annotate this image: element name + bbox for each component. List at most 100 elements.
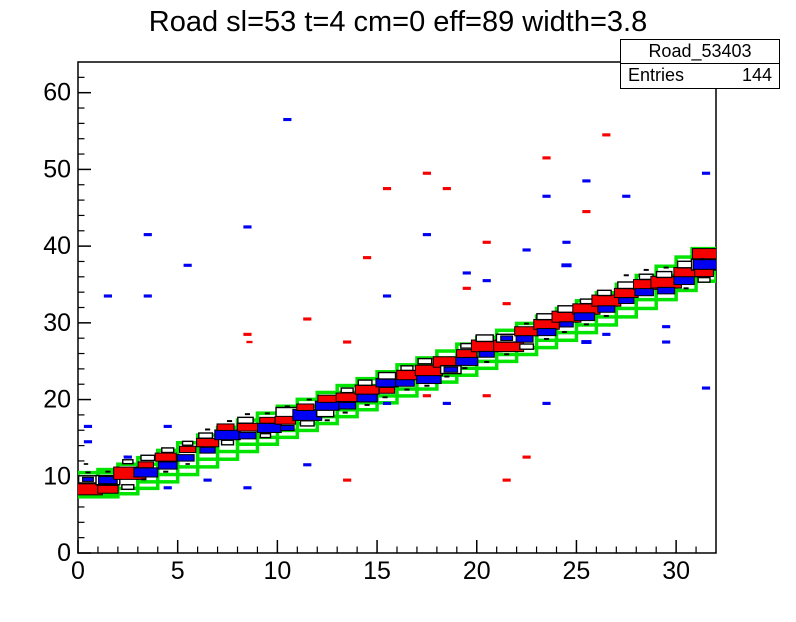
y-tick-label: 10 (43, 462, 71, 490)
plot-area (78, 117, 716, 499)
hit-box-red (178, 445, 197, 454)
hit-box-blue (692, 259, 716, 270)
hit-box-blue (500, 335, 514, 341)
outlier-dash-blue (123, 455, 132, 459)
outlier-dash-red (363, 256, 372, 260)
outlier-dash-blue (582, 179, 591, 183)
outlier-dash-blue (622, 194, 631, 198)
hit-dash-black (561, 331, 568, 334)
hit-box-red (317, 394, 338, 403)
outlier-dash-blue (422, 233, 431, 237)
hit-dash-black (424, 384, 430, 387)
hit-box-hollow (596, 289, 612, 297)
y-tick-label: 0 (57, 539, 71, 567)
hit-box-blue (443, 366, 459, 373)
outlier-dash-red (482, 240, 491, 244)
hit-box-blue (356, 393, 378, 403)
chart-title: Road sl=53 t=4 cm=0 eff=89 width=3.8 (148, 6, 648, 38)
hit-dash-black (583, 323, 589, 326)
hit-box-red (154, 452, 177, 462)
outlier-dash-red (502, 302, 511, 306)
outlier-dash-blue (243, 486, 252, 490)
outlier-dash-blue (83, 440, 93, 444)
hit-box-blue (573, 312, 596, 322)
outlier-dash-red (422, 171, 431, 175)
hit-box-hollow (697, 276, 711, 283)
hit-box-blue (515, 335, 534, 343)
outlier-dash-blue (103, 294, 112, 298)
outlier-dash-blue (542, 194, 551, 198)
hit-box-hollow (140, 454, 156, 462)
hit-box-blue (176, 454, 195, 462)
hit-box-blue (559, 321, 574, 328)
hit-box-blue (618, 297, 635, 305)
hit-dash-black (462, 367, 468, 370)
x-tick-label: 30 (662, 557, 690, 585)
hit-dash-black (141, 478, 147, 481)
hit-box-hollow (400, 365, 414, 372)
hit-dash-black (83, 463, 89, 465)
hit-box-hollow (121, 484, 135, 490)
hit-box-hollow (220, 439, 235, 446)
hit-dash-black (524, 322, 530, 325)
hit-box-blue (338, 401, 357, 410)
hit-box-red (137, 461, 154, 469)
hit-box-red (216, 423, 235, 431)
hit-box-blue (257, 422, 282, 433)
hit-dash-black (163, 470, 169, 473)
outlier-dash-red (502, 478, 511, 482)
outlier-dash-red (442, 187, 451, 191)
stats-entries-label: Entries (628, 65, 685, 85)
hit-box-hollow (377, 371, 397, 380)
hit-box-hollow (181, 440, 194, 446)
y-tick-label: 40 (43, 232, 71, 260)
hit-box-red (378, 386, 396, 394)
outlier-dash-blue (143, 233, 152, 237)
outlier-dash-blue (303, 463, 312, 467)
hit-box-hollow (122, 459, 134, 465)
x-tick-label: 20 (463, 557, 491, 585)
y-tick-label: 60 (43, 79, 71, 107)
hit-dash-black (404, 388, 410, 391)
hit-box-blue (214, 429, 241, 441)
outlier-dash-red (246, 340, 253, 344)
hit-dash-black (205, 428, 211, 431)
hit-dash-black (105, 470, 111, 473)
hit-box-red (236, 422, 259, 432)
outlier-dash-red (462, 286, 471, 290)
hit-box-hollow (536, 313, 553, 321)
hit-dash-black (643, 268, 649, 271)
hit-dash-black (284, 405, 290, 408)
hit-box-hollow (579, 298, 594, 305)
stats-entries-value: 144 (741, 65, 772, 85)
hit-dash-black (504, 353, 510, 356)
hit-box-red (259, 416, 276, 424)
hit-dash-black (603, 314, 609, 317)
hit-box-blue (657, 286, 676, 295)
outlier-dash-red (382, 187, 392, 191)
hit-box-hollow (198, 432, 214, 439)
outlier-dash-red (343, 340, 352, 344)
x-tick-label: 10 (263, 557, 291, 585)
hit-box-red (296, 403, 315, 411)
outlier-dash-red (243, 332, 252, 336)
hit-dash-black (699, 258, 705, 261)
hit-box-hollow (655, 270, 673, 279)
hit-box-blue (536, 327, 557, 337)
outlier-dash-blue (163, 486, 172, 490)
x-tick-label: 25 (563, 557, 591, 585)
hit-box-blue (157, 461, 178, 470)
hit-dash-black (85, 471, 91, 474)
outlier-dash-blue (562, 240, 571, 244)
hit-box-hollow (357, 379, 373, 386)
outlier-dash-red (303, 317, 312, 321)
outlier-dash-blue (701, 171, 711, 175)
hit-box-blue (199, 446, 216, 454)
outlier-dash-red (422, 394, 431, 398)
hit-dash-black (484, 360, 490, 363)
outlier-dash-blue (243, 225, 252, 229)
hit-dash-black (364, 403, 370, 406)
hit-dash-black (663, 266, 669, 269)
